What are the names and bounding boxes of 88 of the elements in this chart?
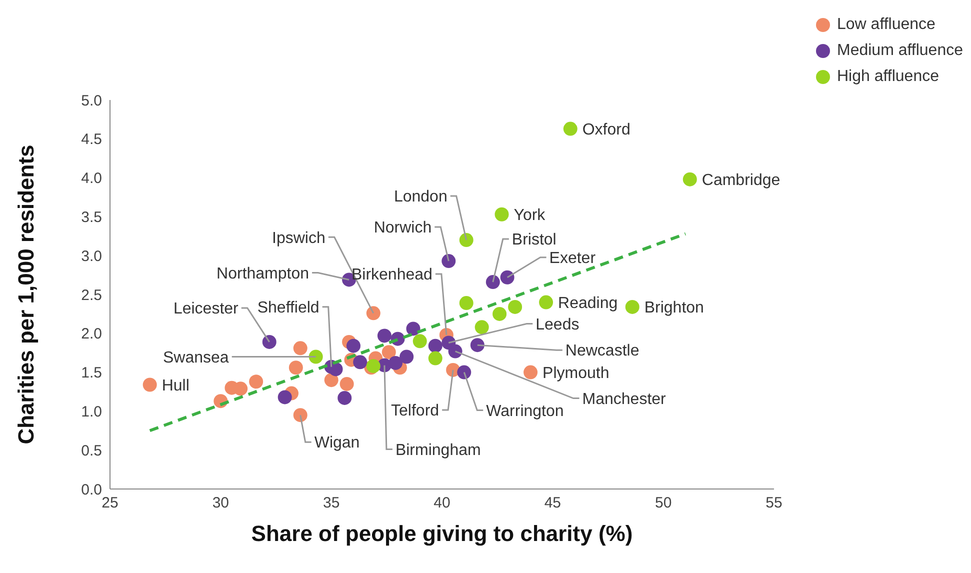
legend-label: High affluence bbox=[837, 68, 939, 86]
y-tick-label: 3.0 bbox=[81, 248, 102, 265]
point bbox=[262, 334, 276, 349]
annotation: Warrington bbox=[486, 402, 564, 420]
annotation: Norwich bbox=[374, 220, 432, 237]
annotation: Oxford bbox=[582, 121, 630, 138]
point bbox=[346, 338, 360, 353]
annotation: Sheffield bbox=[257, 299, 320, 316]
point bbox=[324, 373, 338, 388]
y-tick-label: 5.0 bbox=[81, 92, 102, 110]
annotation: Brighton bbox=[644, 300, 704, 317]
annotation: York bbox=[514, 206, 546, 224]
annotation: Bristol bbox=[512, 232, 556, 249]
annotation: Wigan bbox=[314, 434, 360, 452]
annotation: Plymouth bbox=[542, 364, 610, 382]
point bbox=[382, 345, 396, 360]
point bbox=[142, 378, 157, 392]
annotation: Ipswich bbox=[272, 230, 326, 247]
point bbox=[459, 296, 474, 310]
x-tick-label: 35 bbox=[322, 494, 340, 512]
point bbox=[288, 360, 303, 375]
point bbox=[412, 334, 427, 348]
point bbox=[442, 254, 456, 268]
point bbox=[400, 350, 414, 364]
point bbox=[474, 320, 489, 334]
point bbox=[293, 408, 308, 422]
annotation: Swansea bbox=[163, 349, 229, 366]
annotation: Leeds bbox=[536, 316, 580, 334]
point bbox=[328, 362, 343, 376]
point bbox=[563, 122, 578, 136]
annotation: Telford bbox=[391, 402, 440, 420]
x-tick-label: 50 bbox=[654, 494, 672, 512]
point bbox=[682, 172, 697, 186]
point bbox=[457, 365, 472, 380]
point bbox=[353, 355, 368, 370]
x-tick-label: 30 bbox=[212, 494, 230, 512]
point bbox=[500, 270, 514, 284]
annotation: Cambridge bbox=[702, 172, 780, 189]
point bbox=[308, 350, 323, 364]
x-tick-label: 25 bbox=[102, 494, 118, 512]
annotation: Leicester bbox=[173, 300, 240, 318]
point bbox=[428, 351, 442, 366]
annotation: London bbox=[394, 188, 448, 206]
point bbox=[340, 376, 354, 391]
x-tick-label: 45 bbox=[544, 494, 562, 512]
point bbox=[486, 275, 500, 290]
annotation: Northampton bbox=[216, 265, 310, 282]
point bbox=[508, 300, 522, 314]
y-tick-label: 2.0 bbox=[81, 326, 102, 343]
y-axis-title: Charities per 1,000 residents bbox=[14, 144, 38, 444]
annotation: Hull bbox=[162, 377, 190, 394]
point bbox=[492, 306, 507, 321]
point bbox=[293, 341, 308, 356]
y-tick-label: 1.5 bbox=[81, 364, 102, 382]
point bbox=[366, 306, 380, 320]
y-tick-label: 3.5 bbox=[81, 209, 102, 226]
point bbox=[234, 382, 248, 396]
y-tick-label: 0.5 bbox=[81, 442, 102, 460]
annotation: Birkenhead bbox=[351, 266, 432, 284]
x-tick-label: 55 bbox=[766, 494, 782, 512]
legend-label: Medium affluence bbox=[837, 42, 963, 60]
y-tick-label: 0.0 bbox=[81, 481, 102, 498]
point bbox=[494, 207, 509, 222]
y-tick-label: 2.5 bbox=[81, 286, 102, 304]
point bbox=[278, 390, 292, 404]
point bbox=[249, 374, 264, 389]
y-tick-label: 4.0 bbox=[81, 170, 102, 188]
point bbox=[448, 344, 462, 358]
annotation: Exeter bbox=[549, 250, 596, 267]
point bbox=[470, 338, 484, 352]
y-tick-label: 4.5 bbox=[81, 131, 102, 148]
point bbox=[338, 390, 352, 405]
point bbox=[377, 328, 392, 343]
x-tick-label: 40 bbox=[434, 494, 450, 512]
point bbox=[539, 295, 554, 310]
point bbox=[406, 322, 420, 336]
annotation: Newcastle bbox=[565, 342, 640, 360]
x-axis-title: Share of people giving to charity (%) bbox=[251, 521, 633, 546]
point bbox=[524, 365, 538, 380]
point bbox=[459, 233, 474, 248]
legend-label: Low affluence bbox=[837, 16, 936, 34]
point bbox=[625, 300, 640, 314]
annotation: Manchester bbox=[582, 390, 667, 408]
annotation: Reading bbox=[558, 294, 618, 312]
point bbox=[428, 338, 442, 353]
y-tick-label: 1.0 bbox=[81, 404, 102, 421]
point bbox=[388, 356, 403, 370]
annotation: Birmingham bbox=[395, 442, 481, 459]
